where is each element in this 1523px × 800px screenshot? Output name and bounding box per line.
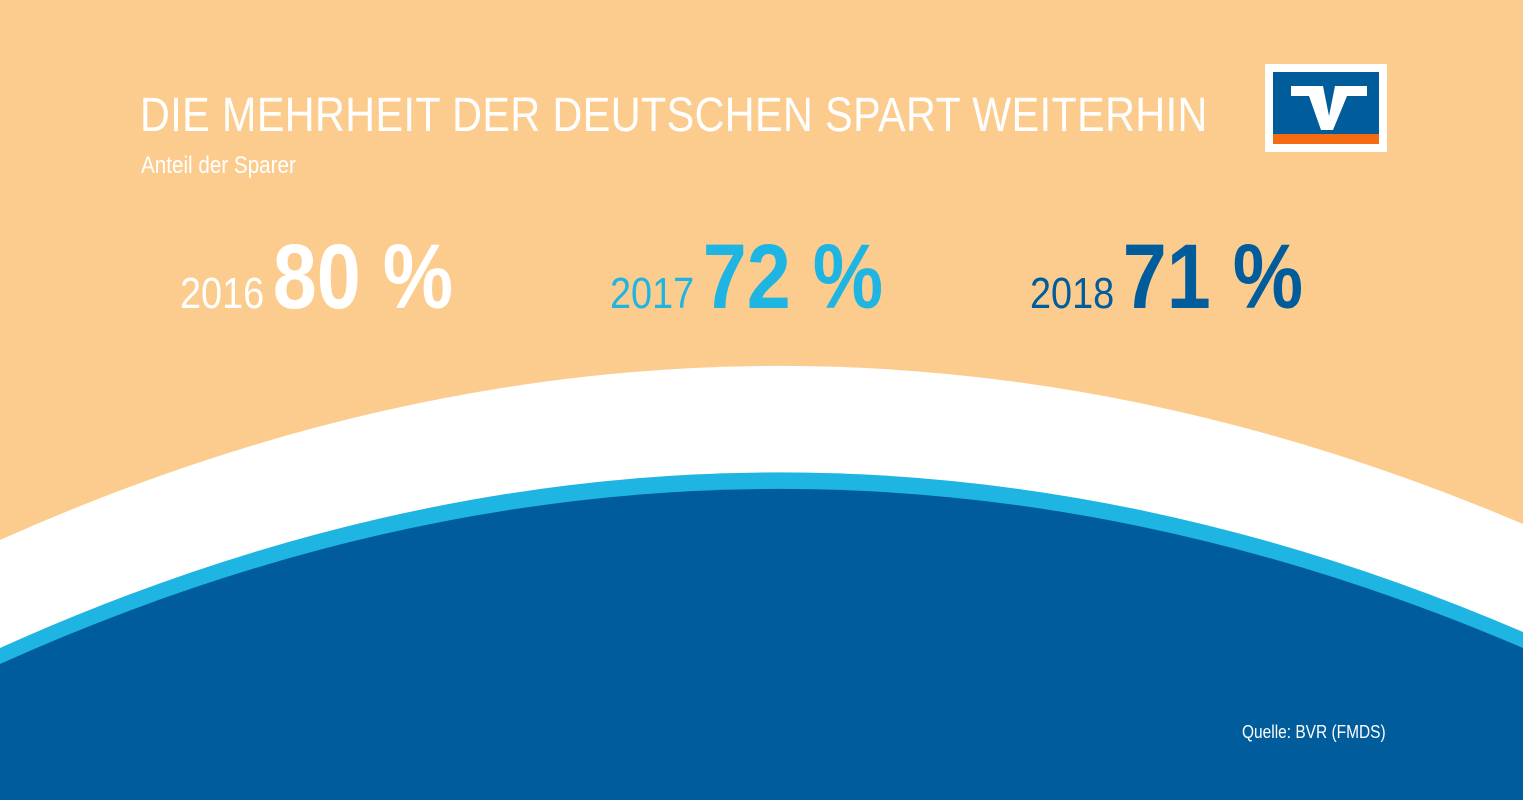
volksbank-logo-icon — [1265, 64, 1387, 152]
logo-v-shape — [1291, 86, 1367, 130]
dark-blue-arc — [0, 488, 1523, 800]
logo-blue-field — [1273, 72, 1379, 144]
year-label: 2016 — [180, 269, 265, 318]
stat-2017: 2017 72 % — [610, 225, 883, 328]
value-label: 71 % — [1122, 226, 1304, 328]
value-label: 72 % — [702, 226, 884, 328]
chart-title: DIE MEHRHEIT DER DEUTSCHEN SPART WEITERH… — [140, 89, 1208, 142]
value-label: 80 % — [272, 226, 454, 328]
logo-mark — [1273, 86, 1379, 144]
logo-orange-bar — [1273, 134, 1379, 144]
source-note: Quelle: BVR (FMDS) — [1242, 722, 1386, 742]
stat-2018: 2018 71 % — [1030, 225, 1303, 328]
year-label: 2017 — [610, 269, 695, 318]
year-label: 2018 — [1030, 269, 1115, 318]
stat-2016: 2016 80 % — [180, 225, 453, 328]
chart-subtitle: Anteil der Sparer — [141, 152, 296, 179]
